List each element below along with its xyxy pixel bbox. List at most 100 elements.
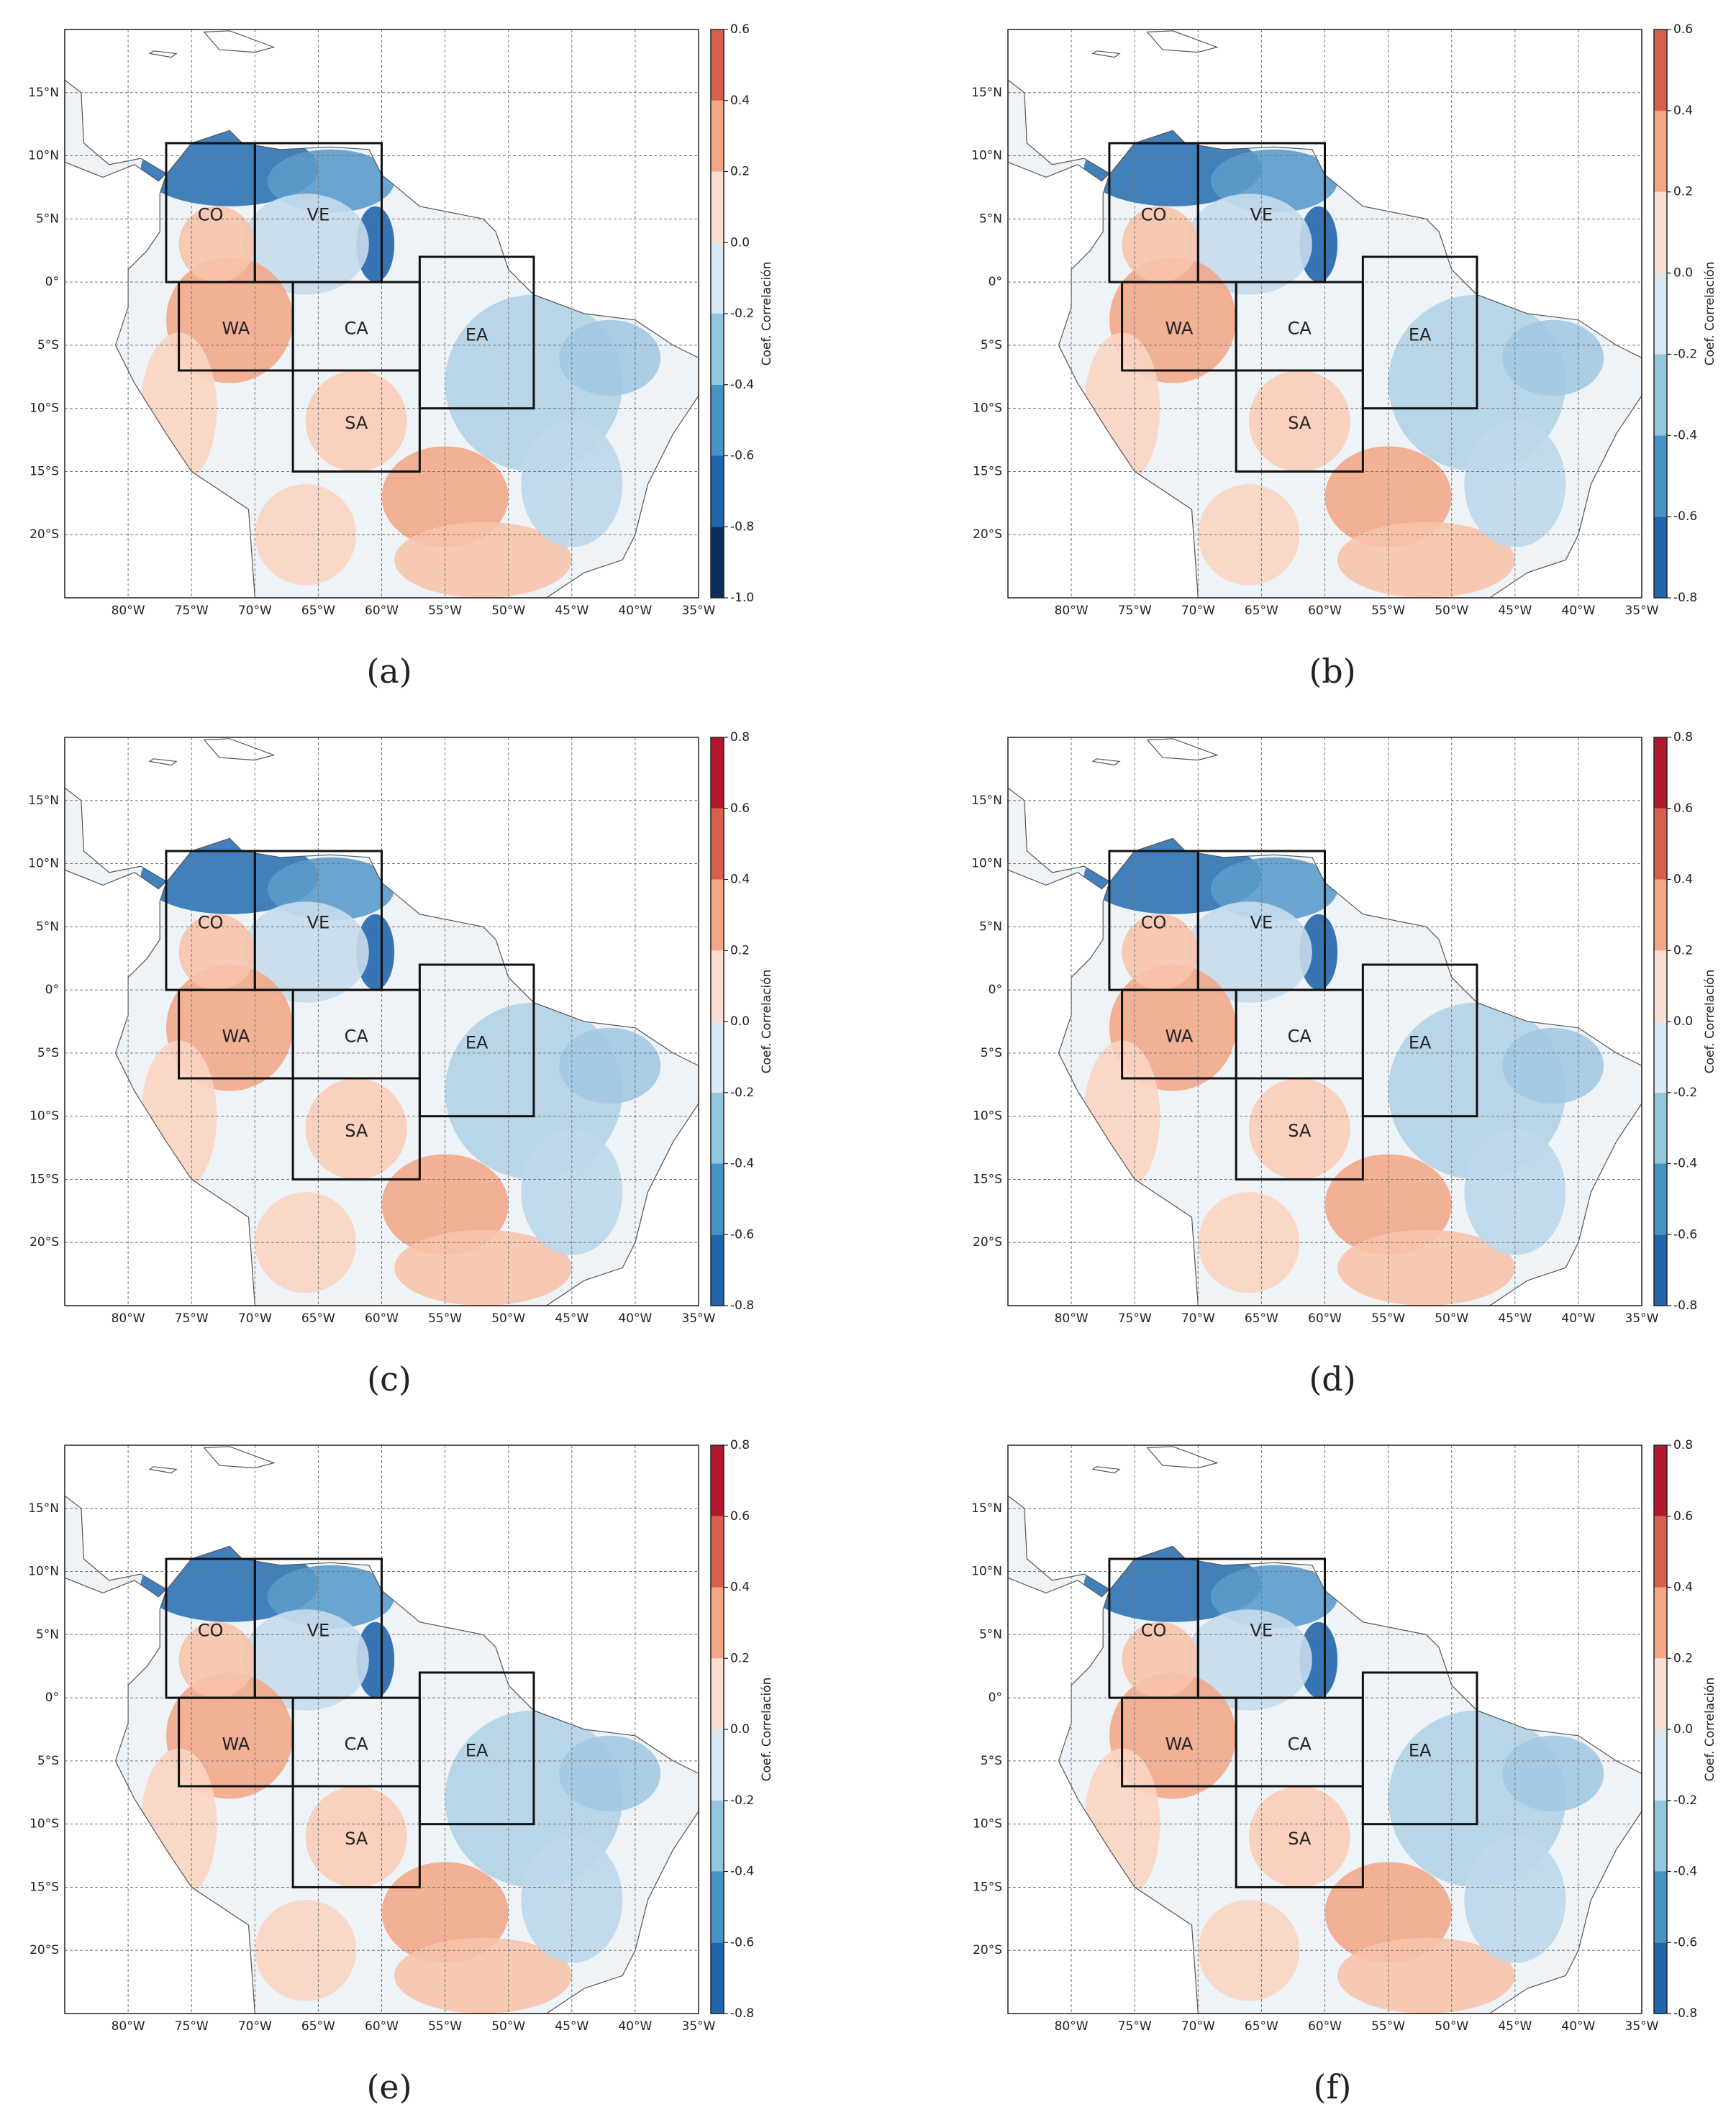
colorbar-label: Coef. Correlación <box>1703 970 1717 1074</box>
field-patch <box>178 206 255 283</box>
region-label: EA <box>1409 324 1432 345</box>
region-label: EA <box>465 324 488 345</box>
region-label: CA <box>1288 1027 1312 1047</box>
coastline <box>114 837 699 1306</box>
x-tick-label: 75°W <box>1118 604 1152 618</box>
colorbar-tick-label: -0.2 <box>730 1086 754 1100</box>
colorbar-band <box>1654 1942 1667 2014</box>
y-tick-label: 10°S <box>29 401 59 416</box>
x-tick-label: 65°W <box>301 604 335 618</box>
colorbar-tick-label: -0.4 <box>1673 428 1697 442</box>
colorbar-tick-label: -1.0 <box>730 591 754 605</box>
map-panel: 80°W 75°W 70°W 65°W 60°W 55°W 50°W 45°W 40°W 35°W… <box>28 22 774 691</box>
map-panel: 80°W 75°W 70°W 65°W 60°W 55°W 50°W 45°W 40°W 35°W… <box>971 22 1717 691</box>
colorbar-tick-label: 0.4 <box>1673 1580 1693 1595</box>
y-tick-label: 0° <box>45 1691 59 1705</box>
coastline <box>203 738 276 761</box>
panel-label: (e) <box>366 2067 412 2106</box>
colorbar-tick-label: -0.6 <box>730 449 754 463</box>
colorbar-band <box>1654 808 1667 880</box>
colorbar-tick-label: 0.0 <box>730 1722 750 1737</box>
coastline <box>1058 129 1642 599</box>
x-tick-label: 80°W <box>112 604 145 618</box>
x-tick-label: 55°W <box>1371 2019 1405 2034</box>
field-patch <box>1502 1735 1604 1812</box>
colorbar-band <box>711 455 724 527</box>
x-tick-label: 50°W <box>1435 604 1468 618</box>
y-tick-label: 10°N <box>971 149 1002 163</box>
y-tick-label: 20°S <box>973 1235 1002 1250</box>
coastline <box>203 1446 276 1469</box>
colorbar-band <box>1654 110 1667 192</box>
x-tick-label: 35°W <box>682 604 716 618</box>
x-tick-label: 40°W <box>1561 604 1595 618</box>
region-label: WA <box>222 1734 250 1755</box>
map-panel: 80°W 75°W 70°W 65°W 60°W 55°W 50°W 45°W 40°W 35°W… <box>971 1438 1717 2106</box>
field-patch <box>255 1900 357 2001</box>
y-tick-label: 10°S <box>29 1109 59 1124</box>
coastline <box>1058 1545 1642 2014</box>
colorbar-tick-label: -0.8 <box>730 2006 754 2021</box>
region-box <box>1361 1671 1478 1826</box>
colorbar-band <box>1654 435 1667 517</box>
map-panel: 80°W 75°W 70°W 65°W 60°W 55°W 50°W 45°W 40°W 35°W… <box>28 1438 774 2106</box>
x-tick-label: 80°W <box>1055 2019 1089 2034</box>
y-tick-label: 10°N <box>28 149 59 163</box>
field-patch <box>394 1937 572 2014</box>
coastline <box>1007 78 1110 182</box>
colorbar-band <box>711 1234 724 1306</box>
y-tick-label: 15°N <box>28 793 59 808</box>
x-tick-label: 50°W <box>491 1311 525 1326</box>
y-tick-label: 5°S <box>981 338 1002 352</box>
colorbar-tick-label: 0.4 <box>730 94 750 108</box>
colorbar-band <box>711 1942 724 2014</box>
y-tick-label: 15°S <box>29 1172 59 1186</box>
colorbar-frame <box>1653 29 1668 599</box>
panel-label: (c) <box>367 1360 412 1398</box>
x-tick-label: 65°W <box>1245 1311 1278 1326</box>
colorbar-label: Coef. Correlación <box>760 970 774 1074</box>
region-label: SA <box>345 1829 368 1849</box>
colorbar-band <box>711 1587 724 1659</box>
region-label: SA <box>1288 1829 1312 1849</box>
region-label: CO <box>198 205 224 225</box>
coastline <box>148 50 178 58</box>
colorbar-band <box>1654 737 1667 809</box>
coastline <box>1146 1446 1219 1469</box>
y-tick-label: 15°N <box>28 86 59 100</box>
colorbar-tick-label: -0.8 <box>730 519 754 534</box>
colorbar-band <box>1654 1445 1667 1516</box>
field-patch <box>178 914 255 991</box>
y-tick-label: 10°S <box>973 1109 1002 1124</box>
x-tick-label: 50°W <box>491 604 525 618</box>
panel-label: (b) <box>1309 652 1355 691</box>
colorbar-band <box>711 100 724 172</box>
region-label: WA <box>1165 319 1193 339</box>
colorbar-tick-label: -0.4 <box>730 378 754 392</box>
coastline <box>64 786 167 890</box>
coastline <box>1091 1466 1121 1474</box>
panel-label: (d) <box>1309 1360 1355 1398</box>
y-tick-label: 5°N <box>36 1627 59 1642</box>
colorbar-band <box>1654 1022 1667 1093</box>
region-label: SA <box>345 1121 368 1141</box>
y-tick-label: 15°S <box>29 464 59 478</box>
x-tick-label: 75°W <box>175 1311 209 1326</box>
map-frame <box>1007 29 1642 599</box>
coastline <box>203 30 276 53</box>
colorbar-band <box>1654 1163 1667 1235</box>
field-patch <box>1502 319 1604 396</box>
x-tick-label: 60°W <box>365 2019 399 2034</box>
colorbar-tick-label: -0.8 <box>1673 2006 1697 2021</box>
region-label: EA <box>1409 1032 1432 1052</box>
colorbar-tick-label: 0.6 <box>730 801 750 816</box>
region-box <box>291 369 421 473</box>
colorbar-tick-label: 0.4 <box>1673 104 1693 118</box>
region-box <box>1235 1077 1364 1180</box>
coastline <box>1146 738 1219 761</box>
y-tick-label: 15°S <box>973 1880 1002 1894</box>
region-label: CO <box>198 913 224 933</box>
panel-label: (f) <box>1314 2067 1352 2106</box>
region-label: CA <box>1288 319 1312 339</box>
